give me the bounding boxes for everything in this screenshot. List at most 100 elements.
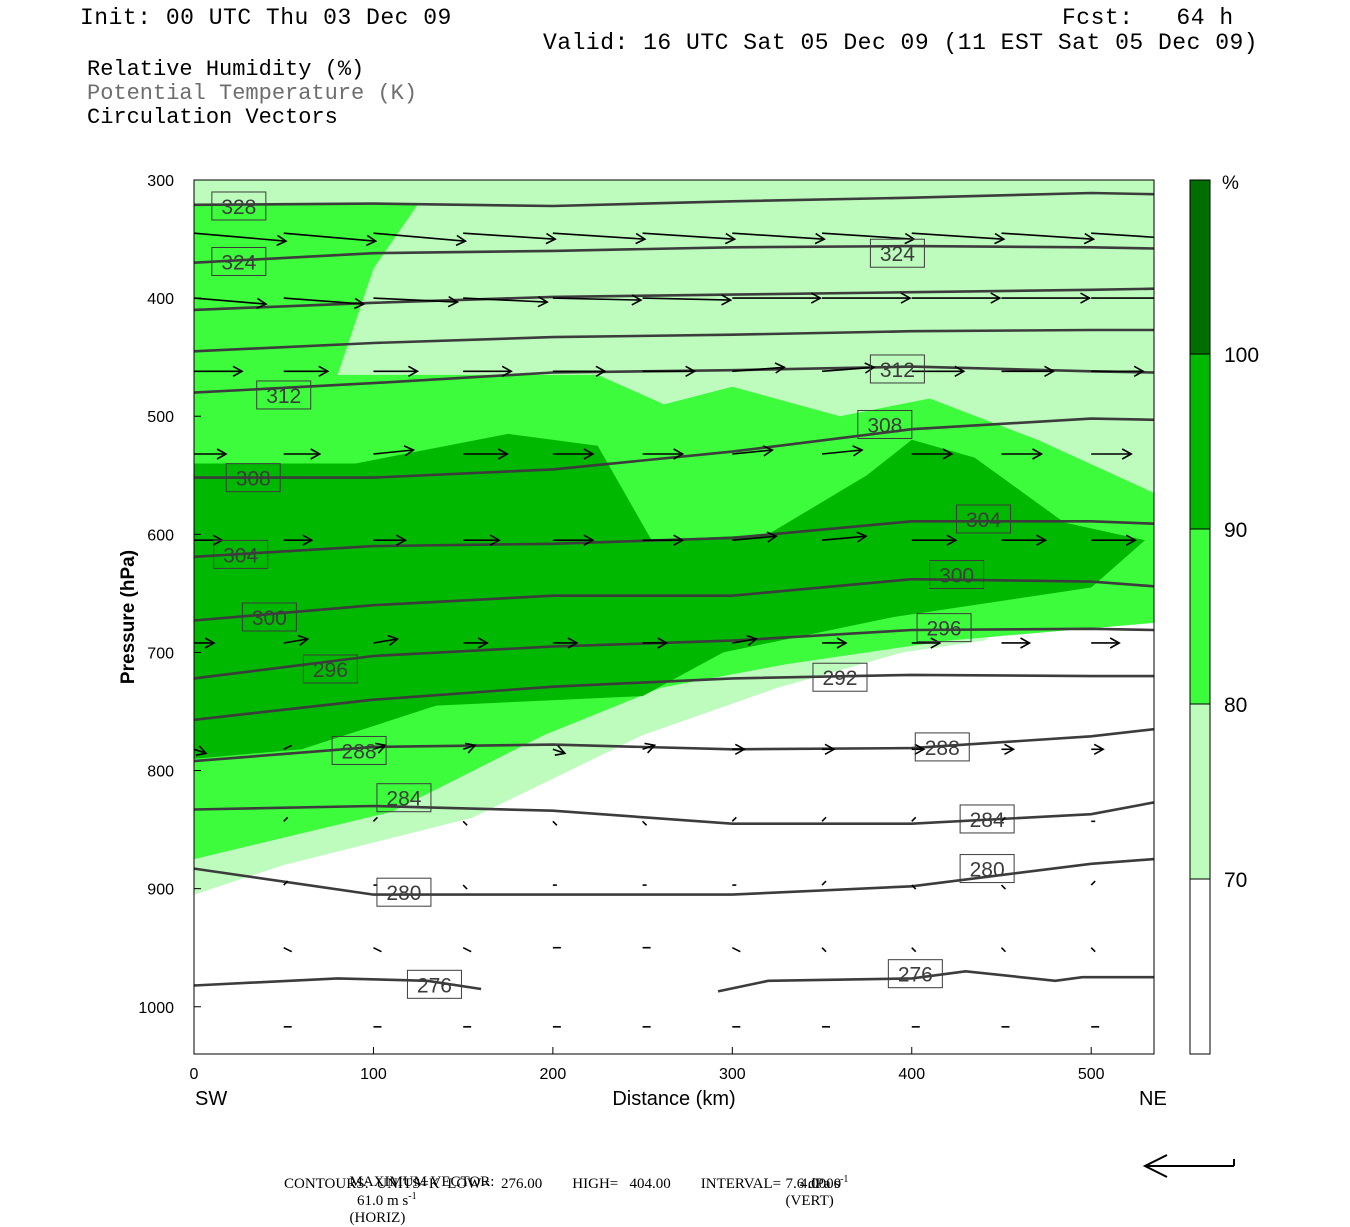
theta-label-text: 304 xyxy=(223,544,258,567)
circulation-vector xyxy=(283,744,293,750)
circulation-vector xyxy=(552,637,579,649)
circulation-vector xyxy=(462,820,468,826)
theta-label-288: 288 xyxy=(914,732,970,762)
circulation-vector xyxy=(372,816,379,822)
circulation-vector xyxy=(283,297,366,310)
y-tick-label: 300 xyxy=(147,173,174,190)
y-tick-label: 900 xyxy=(147,882,174,899)
legend-relative-humidity: Relative Humidity (%) xyxy=(87,57,365,82)
circulation-vector xyxy=(732,292,822,304)
circulation-vector xyxy=(822,637,848,649)
colorbar-segment xyxy=(1190,180,1210,354)
theta-label-308: 308 xyxy=(857,409,913,439)
circulation-vector xyxy=(1000,884,1007,890)
circulation-vector xyxy=(283,946,293,953)
circulation-vector xyxy=(1091,365,1145,377)
circulation-vector xyxy=(642,637,669,649)
theta-label-312: 312 xyxy=(869,354,925,384)
theta-label-text: 304 xyxy=(966,509,1001,532)
y-tick-label: 500 xyxy=(147,409,174,426)
plot-frame xyxy=(193,179,1155,1055)
y-tick-label: 800 xyxy=(147,764,174,781)
colorbar-frame xyxy=(1189,179,1211,1055)
theta-label-text: 308 xyxy=(867,414,902,437)
circulation-vector xyxy=(283,816,289,822)
theta-label-text: 292 xyxy=(822,667,857,690)
theta-contour-292 xyxy=(194,673,1154,722)
circulation-vector xyxy=(1091,637,1121,649)
theta-label-280: 280 xyxy=(959,854,1015,884)
theta-label-300: 300 xyxy=(929,559,985,589)
max-vector-label: MAXIMUM VECTOR: xyxy=(349,1174,495,1190)
circulation-vector xyxy=(462,884,468,890)
circulation-vector xyxy=(194,745,208,756)
legend-potential-temperature: Potential Temperature (K) xyxy=(87,81,418,106)
theta-contour-304 xyxy=(194,519,1154,559)
theta-contour-300 xyxy=(194,577,1154,622)
circulation-vector xyxy=(642,534,685,546)
circulation-vector xyxy=(373,445,416,457)
x-axis-title: Distance (km) xyxy=(612,1088,735,1110)
horiz-tag: (HORIZ) xyxy=(349,1210,406,1226)
circulation-vector xyxy=(731,816,737,822)
circulation-vector xyxy=(1091,232,1154,239)
circulation-vector xyxy=(194,365,244,377)
circulation-vector xyxy=(911,534,958,546)
circulation-vector xyxy=(194,448,228,460)
theta-label-328: 328 xyxy=(211,191,267,221)
circulation-vector xyxy=(911,232,1006,245)
theta-contour-308 xyxy=(194,417,1154,479)
circulation-vector xyxy=(911,448,954,460)
x-tick-label: 500 xyxy=(1078,1066,1105,1083)
theta-label-text: 328 xyxy=(221,196,256,219)
theta-label-324: 324 xyxy=(869,238,925,268)
circulation-vector xyxy=(373,946,382,953)
circulation-vector xyxy=(821,445,864,457)
x-end-label-sw: SW xyxy=(195,1088,227,1110)
max-horizontal-vector: 61.0 m s xyxy=(357,1193,409,1209)
circulation-vector xyxy=(732,362,786,374)
circulation-vector xyxy=(642,448,685,460)
circulation-vector xyxy=(283,880,289,886)
contour-info: CONTOURS: UNITS=K LOW= 276.00 HIGH= 404.… xyxy=(284,1176,842,1192)
circulation-vector xyxy=(821,531,868,543)
circulation-vector xyxy=(463,296,549,308)
theta-label-text: 288 xyxy=(342,740,377,763)
y-tick-label: 1000 xyxy=(138,1000,174,1017)
circulation-vector xyxy=(732,743,746,755)
x-tick-label: 100 xyxy=(360,1066,387,1083)
theta-contour-280 xyxy=(194,857,1154,896)
circulation-vector xyxy=(822,743,836,755)
circulation-vector xyxy=(1090,880,1096,886)
max-vertical-vector: 7.6 dPa s xyxy=(785,1176,841,1192)
colorbar-tick-label: 100 xyxy=(1224,344,1259,367)
circulation-vector xyxy=(732,445,774,457)
x-tick-label: 200 xyxy=(540,1066,567,1083)
circulation-vector xyxy=(1091,297,1154,299)
theta-label-text: 284 xyxy=(386,788,421,811)
cross-section-chart: 328 324 324 312 312 308 308 304 304 300 300 296 296 2… xyxy=(118,173,1259,1178)
theta-label-text: 312 xyxy=(266,385,301,408)
x-tick-label: 0 xyxy=(190,1066,199,1083)
circulation-vector xyxy=(1000,947,1007,953)
theta-label-324: 324 xyxy=(211,246,267,276)
circulation-vector xyxy=(911,743,926,755)
circulation-vector xyxy=(283,634,310,647)
init-time: Init: 00 UTC Thu 03 Dec 09 xyxy=(80,5,452,31)
circulation-vector xyxy=(1090,947,1096,953)
theta-contour-276 xyxy=(194,977,482,991)
circulation-vector xyxy=(194,637,216,649)
circulation-vector xyxy=(1000,816,1007,822)
y-tick-label: 400 xyxy=(147,291,174,308)
circulation-vector xyxy=(552,534,595,546)
circulation-vector xyxy=(283,365,330,377)
theta-label-288: 288 xyxy=(331,735,387,765)
theta-label-300: 300 xyxy=(241,602,297,632)
colorbar-segment xyxy=(1190,529,1210,704)
theta-contour-296 xyxy=(194,627,1154,680)
circulation-vector xyxy=(642,742,657,754)
colorbar-segment xyxy=(1190,704,1210,879)
forecast-hour: Fcst: 64 h xyxy=(1062,5,1234,31)
circulation-vector xyxy=(283,534,314,546)
theta-label-text: 280 xyxy=(970,859,1005,882)
